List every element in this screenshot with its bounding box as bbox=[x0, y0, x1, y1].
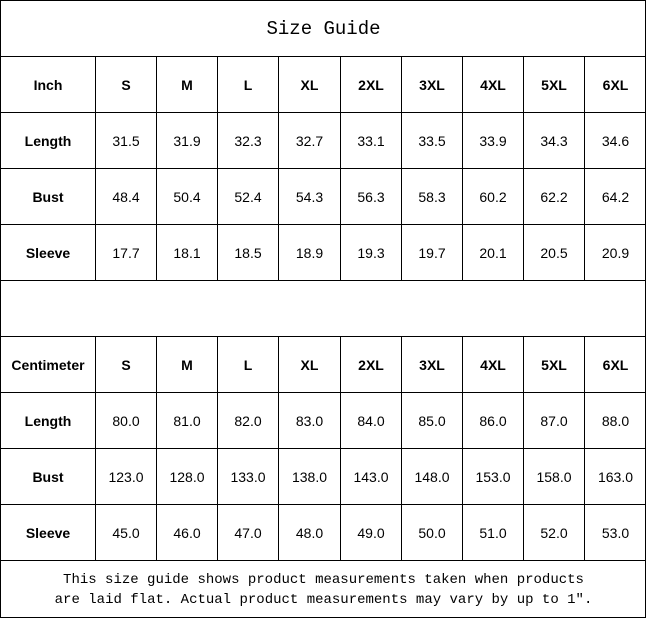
table-cell: 31.5 bbox=[95, 112, 156, 168]
table-cell: 53.0 bbox=[584, 504, 646, 560]
table-cell: 33.9 bbox=[462, 112, 523, 168]
table-cell: 87.0 bbox=[523, 392, 584, 448]
table-cell: 158.0 bbox=[523, 448, 584, 504]
table-cell: 20.5 bbox=[523, 224, 584, 280]
table-cell: 31.9 bbox=[156, 112, 217, 168]
table-cell: 50.0 bbox=[401, 504, 462, 560]
row-label: Bust bbox=[0, 448, 95, 504]
table-cell: 48.4 bbox=[95, 168, 156, 224]
size-header: L bbox=[217, 56, 278, 112]
table-cell: 163.0 bbox=[584, 448, 646, 504]
table-cell: 86.0 bbox=[462, 392, 523, 448]
table-cell: 81.0 bbox=[156, 392, 217, 448]
table-cell: 138.0 bbox=[278, 448, 340, 504]
table-cell: 32.3 bbox=[217, 112, 278, 168]
table-cell: 52.4 bbox=[217, 168, 278, 224]
table-cell: 123.0 bbox=[95, 448, 156, 504]
table-cell: 64.2 bbox=[584, 168, 646, 224]
footnote: This size guide shows product measuremen… bbox=[0, 560, 646, 618]
table-cell: 20.9 bbox=[584, 224, 646, 280]
row-label: Bust bbox=[0, 168, 95, 224]
footnote-line1: This size guide shows product measuremen… bbox=[63, 571, 584, 588]
size-header: XL bbox=[278, 336, 340, 392]
size-header: 3XL bbox=[401, 336, 462, 392]
table-cell: 18.5 bbox=[217, 224, 278, 280]
page-title: Size Guide bbox=[0, 0, 646, 56]
row-label: Length bbox=[0, 112, 95, 168]
table-cell: 45.0 bbox=[95, 504, 156, 560]
table-cell: 46.0 bbox=[156, 504, 217, 560]
size-header: M bbox=[156, 56, 217, 112]
table-cell: 60.2 bbox=[462, 168, 523, 224]
row-label: Length bbox=[0, 392, 95, 448]
table-cell: 33.5 bbox=[401, 112, 462, 168]
table-cell: 143.0 bbox=[340, 448, 401, 504]
size-header: 5XL bbox=[523, 336, 584, 392]
size-header: 4XL bbox=[462, 336, 523, 392]
size-header: 4XL bbox=[462, 56, 523, 112]
size-header: 2XL bbox=[340, 336, 401, 392]
table-cell: 17.7 bbox=[95, 224, 156, 280]
unit-header: Centimeter bbox=[0, 336, 95, 392]
table-cell: 52.0 bbox=[523, 504, 584, 560]
table-cell: 54.3 bbox=[278, 168, 340, 224]
table-cell: 88.0 bbox=[584, 392, 646, 448]
table-cell: 128.0 bbox=[156, 448, 217, 504]
row-label: Sleeve bbox=[0, 224, 95, 280]
table-cell: 18.9 bbox=[278, 224, 340, 280]
table-cell: 49.0 bbox=[340, 504, 401, 560]
unit-header: Inch bbox=[0, 56, 95, 112]
table-cell: 48.0 bbox=[278, 504, 340, 560]
table-cell: 85.0 bbox=[401, 392, 462, 448]
table-cell: 80.0 bbox=[95, 392, 156, 448]
table-cell: 19.7 bbox=[401, 224, 462, 280]
footnote-line2: are laid flat. Actual product measuremen… bbox=[54, 591, 593, 608]
table-cell: 62.2 bbox=[523, 168, 584, 224]
table-cell: 50.4 bbox=[156, 168, 217, 224]
size-header: S bbox=[95, 336, 156, 392]
table-cell: 133.0 bbox=[217, 448, 278, 504]
table-cell: 34.3 bbox=[523, 112, 584, 168]
table-cell: 56.3 bbox=[340, 168, 401, 224]
table-cell: 33.1 bbox=[340, 112, 401, 168]
spacer-row bbox=[0, 280, 646, 336]
table-cell: 82.0 bbox=[217, 392, 278, 448]
size-header: 6XL bbox=[584, 56, 646, 112]
table-cell: 19.3 bbox=[340, 224, 401, 280]
table-cell: 83.0 bbox=[278, 392, 340, 448]
table-cell: 58.3 bbox=[401, 168, 462, 224]
size-header: 6XL bbox=[584, 336, 646, 392]
size-header: 2XL bbox=[340, 56, 401, 112]
size-header: XL bbox=[278, 56, 340, 112]
size-header: L bbox=[217, 336, 278, 392]
table-cell: 32.7 bbox=[278, 112, 340, 168]
table-cell: 84.0 bbox=[340, 392, 401, 448]
size-header: M bbox=[156, 336, 217, 392]
table-cell: 153.0 bbox=[462, 448, 523, 504]
size-header: 3XL bbox=[401, 56, 462, 112]
table-cell: 148.0 bbox=[401, 448, 462, 504]
table-cell: 47.0 bbox=[217, 504, 278, 560]
table-cell: 20.1 bbox=[462, 224, 523, 280]
row-label: Sleeve bbox=[0, 504, 95, 560]
table-cell: 51.0 bbox=[462, 504, 523, 560]
size-header: 5XL bbox=[523, 56, 584, 112]
table-cell: 34.6 bbox=[584, 112, 646, 168]
size-header: S bbox=[95, 56, 156, 112]
table-cell: 18.1 bbox=[156, 224, 217, 280]
